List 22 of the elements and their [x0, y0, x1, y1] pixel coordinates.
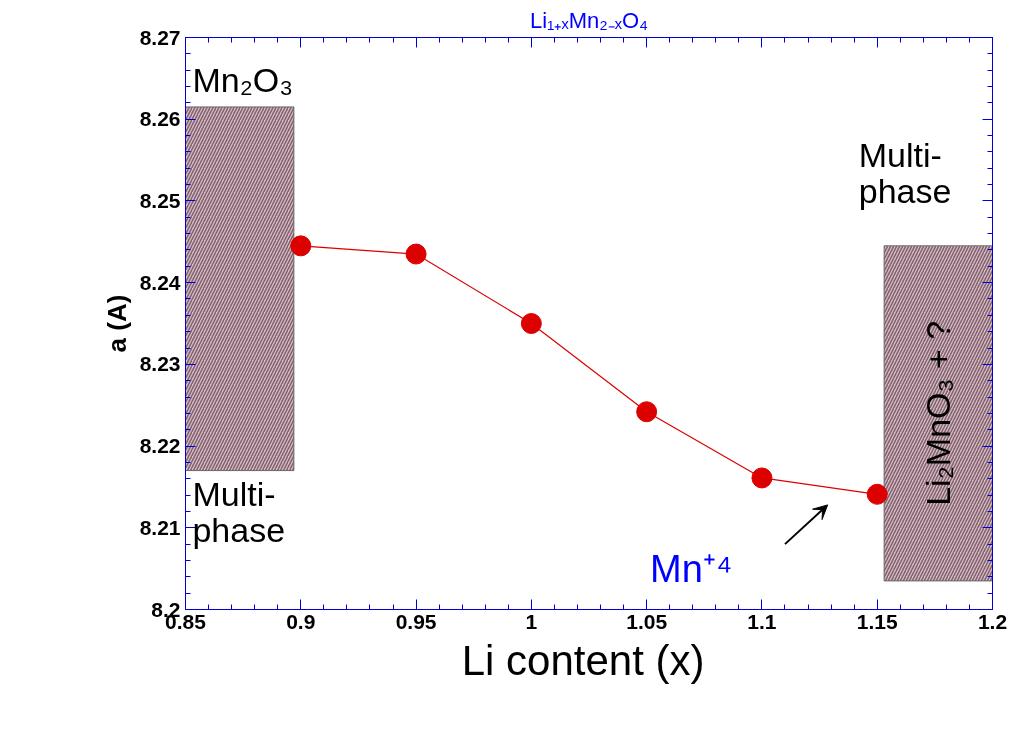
chart-title: Li₁₊ₓMn₂₋ₓO₄ [529, 7, 649, 33]
x-tick-label: 1.15 [856, 609, 898, 633]
x-tick-label: 0.95 [395, 609, 437, 633]
y-tick-label: 8.24 [139, 270, 181, 294]
annotation: Li₂MnO₃ + ? [919, 320, 958, 506]
x-tick-label: 0.9 [286, 609, 316, 633]
x-tick-label: 1.2 [977, 609, 1008, 633]
y-tick-label: 8.27 [139, 25, 181, 49]
x-tick-label: 1 [525, 609, 538, 633]
annotation: Mn⁺⁴ [650, 548, 733, 591]
y-tick-label: 8.22 [139, 434, 181, 458]
x-tick-label: 1.05 [626, 609, 668, 633]
y-tick-label: 8.25 [139, 188, 181, 212]
annotation: Multi- phase [858, 135, 952, 210]
y-axis-title: a (A) [101, 294, 132, 353]
y-tick-label: 8.21 [139, 515, 181, 539]
x-tick-label: 1.1 [747, 609, 777, 633]
annotation: Mn₂O₃ [192, 60, 294, 99]
y-tick-label: 8.23 [139, 352, 181, 376]
y-tick-label: 8.26 [139, 107, 181, 131]
annotation: Multi- phase [192, 474, 286, 549]
x-axis-title: Li content (x) [461, 636, 705, 684]
